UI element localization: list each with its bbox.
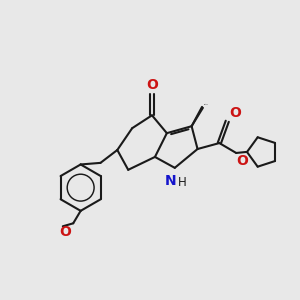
Text: methyl: methyl (203, 103, 208, 104)
Text: O: O (236, 154, 248, 169)
Text: N: N (164, 174, 176, 188)
Text: O: O (146, 77, 158, 92)
Text: H: H (178, 176, 187, 189)
Text: O: O (229, 106, 241, 120)
Text: O: O (59, 225, 71, 239)
